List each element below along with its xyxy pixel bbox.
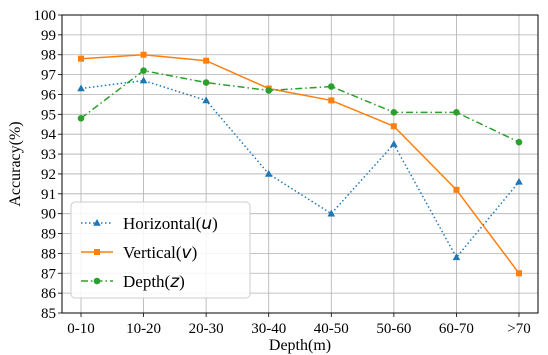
legend-label-horizontal: Horizontal(u) — [123, 214, 218, 234]
y-tick-label: 89 — [41, 227, 56, 243]
series-depth — [77, 67, 523, 146]
series-line-vertical — [80, 53, 520, 274]
data-point-horizontal — [77, 84, 85, 92]
x-tick-label: 50-60 — [376, 321, 411, 337]
data-point-horizontal — [452, 253, 461, 261]
data-point-vertical — [390, 123, 397, 130]
data-point-depth — [390, 109, 398, 116]
data-point-horizontal — [327, 209, 336, 217]
series-layer — [77, 51, 523, 277]
series-line-horizontal — [80, 79, 520, 259]
x-axis-ticks: 0-10 10-20 20-30 30-40 40-50 50-60 60-70 >70 — [67, 313, 531, 337]
y-tick-label: 86 — [41, 286, 57, 302]
y-tick-label: 99 — [41, 28, 56, 44]
y-tick-label: 92 — [41, 167, 56, 183]
data-point-depth — [515, 138, 523, 146]
data-point-vertical — [78, 55, 84, 62]
y-tick-label: 95 — [41, 107, 56, 123]
data-point-vertical — [203, 57, 210, 64]
data-point-horizontal — [515, 177, 523, 185]
data-point-horizontal — [202, 96, 210, 104]
y-tick-label: 94 — [41, 127, 57, 143]
legend-label-vertical: Vertical(v) — [123, 243, 197, 263]
data-point-vertical — [140, 51, 147, 58]
data-point-depth — [327, 83, 335, 90]
y-tick-label: 98 — [41, 48, 56, 64]
data-point-vertical — [453, 186, 460, 193]
legend: Horizontal(u) Vertical(v) Depth(z) — [70, 201, 251, 299]
data-point-horizontal — [139, 76, 148, 84]
legend-label-depth: Depth(z) — [123, 272, 185, 292]
legend-marker-vertical — [94, 249, 100, 255]
legend-box — [70, 201, 251, 299]
y-tick-label: 97 — [41, 68, 57, 84]
y-axis-label: Accuracy(%) — [7, 121, 24, 206]
series-line-depth — [80, 69, 520, 143]
legend-item-depth: Depth(z) — [81, 272, 185, 292]
y-tick-label: 85 — [41, 306, 56, 322]
x-tick-label: 20-30 — [189, 321, 224, 337]
x-tick-label: 30-40 — [251, 321, 286, 337]
y-tick-label: 93 — [41, 147, 56, 163]
x-tick-label: 10-20 — [126, 321, 161, 337]
series-horizontal — [77, 76, 523, 261]
x-tick-label: 60-70 — [439, 321, 474, 337]
y-axis-ticks: 85 86 87 88 89 90 91 92 93 94 95 96 97 98 99 100 — [34, 8, 62, 322]
legend-marker-depth — [93, 277, 101, 285]
y-tick-label: 87 — [41, 266, 57, 282]
y-tick-label: 88 — [41, 246, 56, 262]
x-tick-label: 0-10 — [67, 321, 95, 337]
data-point-depth — [140, 67, 147, 74]
data-point-depth — [202, 79, 210, 86]
legend-marker-horizontal — [93, 219, 101, 226]
data-point-horizontal — [264, 169, 273, 177]
data-point-depth — [453, 109, 460, 116]
data-point-vertical — [328, 97, 335, 104]
data-point-depth — [265, 87, 273, 94]
data-point-horizontal — [390, 140, 398, 147]
x-tick-label: >70 — [507, 321, 530, 337]
data-point-vertical — [516, 270, 522, 277]
x-axis-label: Depth(m) — [269, 337, 331, 354]
y-tick-label: 91 — [41, 187, 56, 203]
y-tick-label: 100 — [34, 8, 57, 24]
y-tick-label: 90 — [41, 207, 56, 223]
x-tick-label: 40-50 — [314, 321, 349, 337]
y-tick-label: 96 — [41, 87, 57, 103]
data-point-depth — [77, 115, 85, 122]
legend-item-vertical: Vertical(v) — [81, 243, 197, 263]
plot-frame — [61, 14, 539, 314]
legend-item-horizontal: Horizontal(u) — [81, 214, 218, 234]
